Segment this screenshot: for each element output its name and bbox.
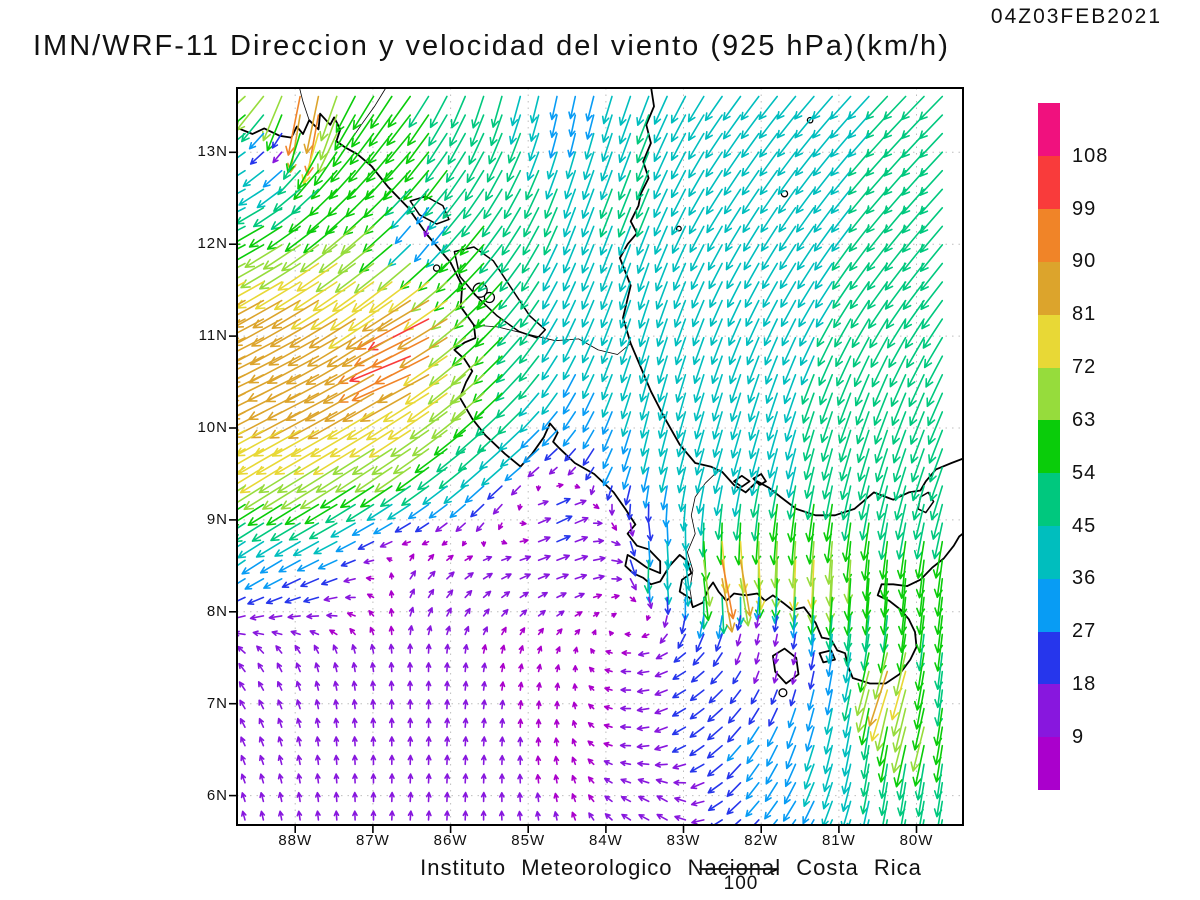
colorbar-segment xyxy=(1038,155,1060,210)
lat-tick-label: 10N xyxy=(197,419,228,437)
lon-tick-label: 84W xyxy=(588,832,623,849)
colorbar-level-label: 27 xyxy=(1072,620,1097,643)
colorbar-segment xyxy=(1038,103,1060,157)
colorbar-level-label: 99 xyxy=(1072,197,1097,220)
lon-tick-label: 80W xyxy=(899,832,934,849)
colorbar-level-label: 108 xyxy=(1072,144,1109,167)
lon-tick-label: 81W xyxy=(821,832,856,849)
colorbar-segment xyxy=(1038,367,1060,421)
colorbar-level-label: 81 xyxy=(1072,303,1097,326)
colorbar-level-label: 18 xyxy=(1072,672,1097,695)
lat-tick-label: 13N xyxy=(197,143,228,161)
lon-tick-label: 83W xyxy=(666,832,701,849)
colorbar-segment xyxy=(1038,525,1060,579)
lon-tick-label: 85W xyxy=(511,832,546,849)
lat-tick-label: 12N xyxy=(197,235,228,253)
lon-tick-label: 86W xyxy=(433,832,468,849)
institution-caption: Instituto Meteorologico Nacional Costa R… xyxy=(420,855,922,880)
lat-tick-label: 6N xyxy=(206,786,228,804)
page-title: IMN/WRF-11 Direccion y velocidad del vie… xyxy=(33,30,950,62)
colorbar-segment xyxy=(1038,208,1060,262)
colorbar-segment xyxy=(1038,419,1060,474)
lat-tick-label: 8N xyxy=(206,602,228,620)
colorbar-level-label: 45 xyxy=(1072,514,1097,537)
colorbar-segment xyxy=(1038,683,1060,738)
colorbar-level-label: 72 xyxy=(1072,356,1097,379)
colorbar-segment xyxy=(1038,261,1060,315)
colorbar-segment xyxy=(1038,472,1060,527)
lat-tick-label: 9N xyxy=(206,510,228,528)
colorbar-segment xyxy=(1038,314,1060,368)
lon-tick-label: 88W xyxy=(278,832,313,849)
colorbar-segment xyxy=(1038,631,1060,685)
valid-time-label: 04Z03FEB2021 xyxy=(990,5,1162,28)
lat-tick-label: 7N xyxy=(206,694,228,712)
lon-tick-label: 87W xyxy=(355,832,390,849)
colorbar-level-label: 90 xyxy=(1072,250,1097,273)
colorbar-segment xyxy=(1038,736,1060,791)
colorbar-level-label: 36 xyxy=(1072,567,1097,590)
reference-arrow-value: 100 xyxy=(723,873,759,894)
colorbar-level-label: 63 xyxy=(1072,408,1097,431)
lat-tick-label: 11N xyxy=(198,327,228,345)
colorbar-level-label: 9 xyxy=(1072,725,1085,748)
colorbar-level-label: 54 xyxy=(1072,461,1097,484)
colorbar-segment xyxy=(1038,578,1060,632)
lon-tick-label: 82W xyxy=(744,832,779,849)
